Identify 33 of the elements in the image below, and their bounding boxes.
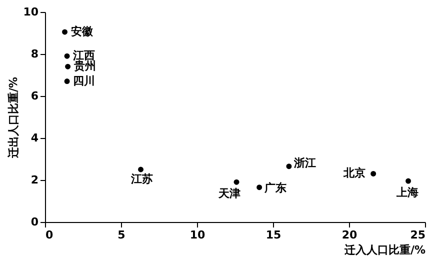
annotation: 浙江 [292, 156, 316, 170]
point [286, 164, 292, 170]
x-tick-label: 0 [46, 228, 54, 242]
x-tick-label: 25 [410, 228, 426, 242]
y-axis-title: 迁出人口比重/% [7, 76, 20, 160]
annotation: 四川 [73, 74, 96, 88]
x-tick-label: 20 [342, 228, 358, 242]
annotation: 北京 [342, 166, 366, 180]
y-tick-label: 10 [23, 6, 39, 18]
point [256, 184, 262, 190]
x-tick-label: 5 [118, 228, 126, 242]
y-tick-label: 4 [30, 132, 39, 144]
point [64, 78, 70, 84]
y-tick-label: 8 [30, 48, 38, 60]
y-tick-label: 0 [30, 216, 39, 228]
y-tick-label: 6 [30, 90, 39, 102]
point [65, 64, 71, 70]
point [406, 178, 412, 184]
annotation: 天津 [218, 187, 241, 200]
annotation: 广东 [263, 181, 286, 194]
annotation: 江苏 [130, 172, 153, 186]
point [370, 170, 376, 176]
annotation: 上海 [395, 186, 418, 200]
x-axis-title: 迁入人口比重/% [343, 244, 426, 256]
point [138, 166, 144, 172]
annotation: 贵州 [72, 60, 96, 73]
point [62, 29, 68, 35]
x-tick-label: 15 [266, 228, 282, 242]
point [64, 53, 70, 59]
x-tick-label: 10 [190, 228, 206, 242]
annotation: 安徽 [70, 24, 94, 38]
point [234, 179, 240, 185]
y-tick-label: 2 [30, 174, 38, 186]
